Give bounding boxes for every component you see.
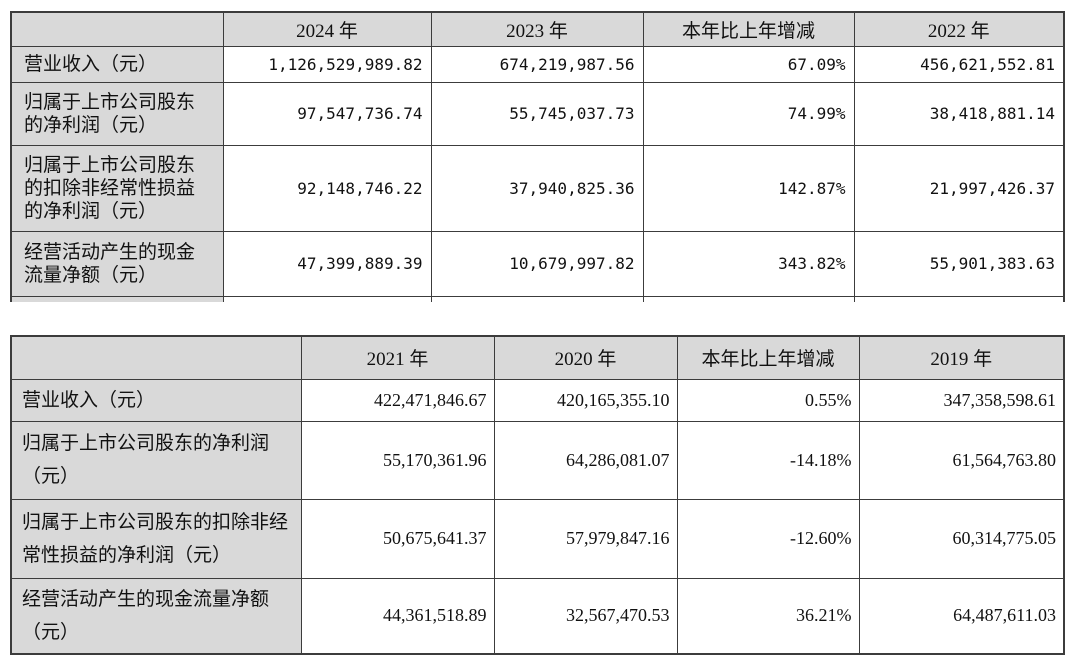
corner-cell: [10, 335, 302, 380]
year-column-header: 2022 年: [853, 11, 1065, 47]
amount-cell: 347,358,598.61: [858, 378, 1065, 422]
change-percent-cell: 74.99%: [642, 81, 855, 146]
clipped-partial-row: [10, 295, 1065, 302]
amount-cell: 64,487,611.03: [858, 577, 1065, 655]
amount-cell: 37,940,825.36: [430, 144, 644, 232]
amount-cell: 55,901,383.63: [853, 230, 1065, 297]
header-row: 2024 年 2023 年本年比上年增减 2022 年: [10, 11, 1065, 47]
amount-cell: 422,471,846.67: [300, 378, 495, 422]
amount-cell: 50,675,641.37: [300, 498, 495, 579]
change-percent-cell: 67.09%: [642, 45, 855, 83]
amount-cell: 1,126,529,989.82: [222, 45, 432, 83]
row-label: 营业收入（元）: [10, 45, 224, 83]
amount-cell: 21,997,426.37: [853, 144, 1065, 232]
year-column-header: 2021 年: [300, 335, 495, 380]
amount-cell: 674,219,987.56: [430, 45, 644, 83]
amount-cell: [642, 295, 855, 302]
change-percent-cell: 0.55%: [676, 378, 860, 422]
corner-cell: [10, 11, 224, 47]
amount-cell: 64,286,081.07: [493, 420, 678, 500]
amount-cell: 97,547,736.74: [222, 81, 432, 146]
change-percent-cell: 142.87%: [642, 144, 855, 232]
year-column-header: 2024 年: [222, 11, 432, 47]
change-percent-cell: 343.82%: [642, 230, 855, 297]
table-row: 营业收入（元） 1,126,529,989.82 674,219,987.56 67.…: [10, 45, 1065, 83]
amount-cell: 32,567,470.53: [493, 577, 678, 655]
amount-cell: 38,418,881.14: [853, 81, 1065, 146]
header-row: 2021 年 2020 年本年比上年增减 2019 年: [10, 335, 1065, 380]
amount-cell: 92,148,746.22: [222, 144, 432, 232]
change-percent-cell: -12.60%: [676, 498, 860, 579]
financial-summary-table-2021-2019: 2021 年 2020 年本年比上年增减 2019 年营业收入（元） 422,471,…: [10, 335, 1065, 655]
table-row: 经营活动产生的现金流量净额（元） 44,361,518.89 32,567,470.…: [10, 577, 1065, 655]
amount-cell: 55,170,361.96: [300, 420, 495, 500]
amount-cell: 420,165,355.10: [493, 378, 678, 422]
year-column-header: 2023 年: [430, 11, 644, 47]
amount-cell: [430, 295, 644, 302]
table-row: 归属于上市公司股东的扣除非经常性损益的净利润（元） 50,675,641.37 57…: [10, 498, 1065, 579]
change-percent-cell: -14.18%: [676, 420, 860, 500]
row-label: 经营活动产生的现金流量净额（元）: [10, 230, 224, 297]
table-row: 归属于上市公司股东的净利润（元） 97,547,736.74 55,745,037.…: [10, 81, 1065, 146]
row-label: [10, 295, 224, 302]
amount-cell: [853, 295, 1065, 302]
amount-cell: 60,314,775.05: [858, 498, 1065, 579]
amount-cell: 57,979,847.16: [493, 498, 678, 579]
row-label: 归属于上市公司股东的扣除非经常性损益的净利润（元）: [10, 144, 224, 232]
amount-cell: 44,361,518.89: [300, 577, 495, 655]
table-row: 归属于上市公司股东的净利润（元） 55,170,361.96 64,286,081.…: [10, 420, 1065, 500]
row-label: 营业收入（元）: [10, 378, 302, 422]
table-row: 营业收入（元） 422,471,846.67 420,165,355.10 0.55%…: [10, 378, 1065, 422]
row-label: 经营活动产生的现金流量净额（元）: [10, 577, 302, 655]
amount-cell: 10,679,997.82: [430, 230, 644, 297]
row-label: 归属于上市公司股东的净利润（元）: [10, 81, 224, 146]
table-row: 经营活动产生的现金流量净额（元） 47,399,889.39 10,679,997.…: [10, 230, 1065, 297]
amount-cell: 47,399,889.39: [222, 230, 432, 297]
year-column-header: 2019 年: [858, 335, 1065, 380]
amount-cell: 55,745,037.73: [430, 81, 644, 146]
amount-cell: 61,564,763.80: [858, 420, 1065, 500]
top-table-clip-region: 2024 年 2023 年本年比上年增减 2022 年营业收入（元） 1,126,52…: [10, 11, 1070, 302]
row-label: 归属于上市公司股东的净利润（元）: [10, 420, 302, 500]
row-label: 归属于上市公司股东的扣除非经常性损益的净利润（元）: [10, 498, 302, 579]
amount-cell: [222, 295, 432, 302]
change-column-header: 本年比上年增减: [642, 11, 855, 47]
year-column-header: 2020 年: [493, 335, 678, 380]
change-percent-cell: 36.21%: [676, 577, 860, 655]
amount-cell: 456,621,552.81: [853, 45, 1065, 83]
financial-summary-table-2024-2022: 2024 年 2023 年本年比上年增减 2022 年营业收入（元） 1,126,52…: [10, 11, 1065, 302]
table-row: 归属于上市公司股东的扣除非经常性损益的净利润（元） 92,148,746.22 37…: [10, 144, 1065, 232]
change-column-header: 本年比上年增减: [676, 335, 860, 380]
